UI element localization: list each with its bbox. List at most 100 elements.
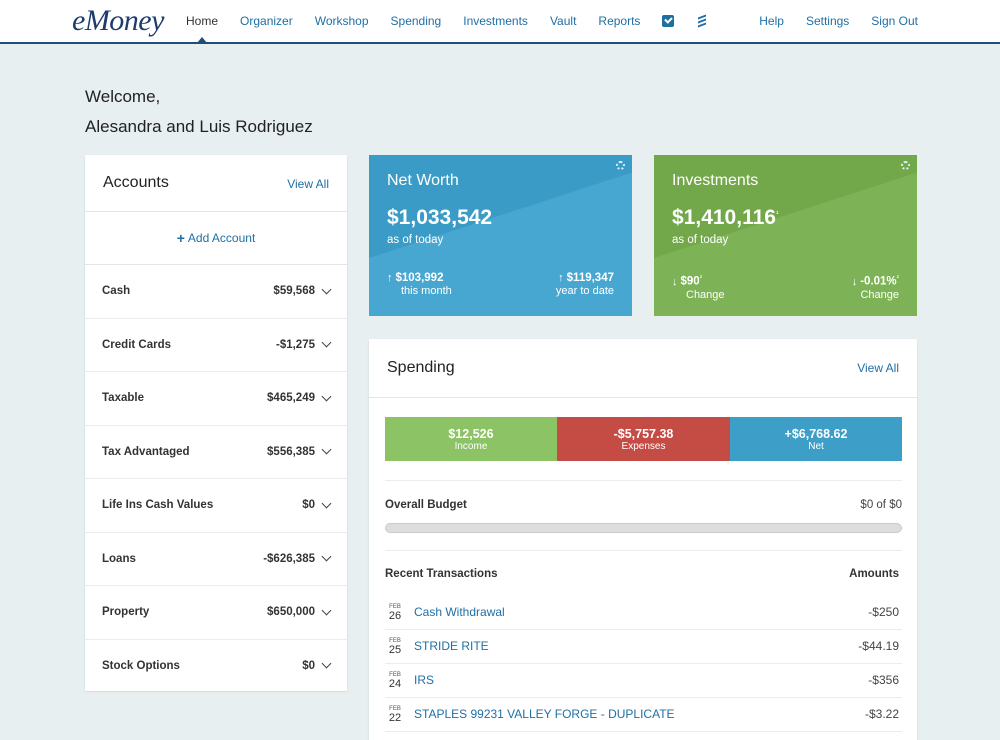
net-worth-title: Net Worth	[387, 172, 459, 189]
chevron-down-icon[interactable]	[321, 284, 332, 295]
overall-budget-label: Overall Budget	[385, 499, 467, 511]
percent-change-label: Change	[860, 288, 899, 301]
account-category-label: Tax Advantaged	[102, 445, 190, 458]
income-label: Income	[454, 440, 488, 452]
chevron-down-icon[interactable]	[321, 444, 332, 455]
account-row[interactable]: Tax Advantaged $556,385	[85, 426, 347, 479]
investments-dollar-change: ↓ $90² Change	[672, 272, 725, 302]
accounts-view-all-link[interactable]: View All	[287, 177, 329, 191]
account-row[interactable]: Taxable $465,249	[85, 372, 347, 426]
account-category-label: Property	[102, 606, 150, 619]
footnote-mark: ²	[896, 275, 899, 282]
account-category-label: Stock Options	[102, 659, 180, 672]
gear-icon[interactable]	[901, 161, 910, 170]
account-row[interactable]: Stock Options $0	[85, 640, 347, 693]
account-row[interactable]: Loans -$626,385	[85, 533, 347, 586]
transaction-name-link[interactable]: IRS	[414, 673, 435, 687]
ytd-change-value: $119,347	[566, 272, 614, 284]
arrow-up-icon: ↑	[387, 272, 393, 284]
account-category-label: Life Ins Cash Values	[102, 499, 214, 512]
accounts-card: Accounts View All + Add Account Cash $59,…	[85, 155, 347, 693]
investments-value-amount: $1,410,116	[672, 206, 776, 229]
utility-nav: Help Settings Sign Out	[737, 0, 918, 42]
net-worth-tile[interactable]: Net Worth $1,033,542 as of today ↑ $103,9…	[369, 155, 632, 316]
add-account-button[interactable]: + Add Account	[85, 212, 347, 265]
income-segment[interactable]: $12,526 Income	[385, 417, 557, 461]
transaction-name-link[interactable]: Cash Withdrawal	[414, 605, 505, 619]
nav-settings[interactable]: Settings	[805, 14, 850, 28]
nav-sign-out[interactable]: Sign Out	[871, 14, 918, 28]
welcome-greeting: Welcome,	[85, 87, 161, 106]
month-change-value: $103,992	[395, 272, 444, 284]
add-account-label: Add Account	[187, 231, 256, 245]
chevron-down-icon[interactable]	[321, 391, 332, 402]
transaction-month: FEB	[389, 706, 401, 712]
chevron-down-icon[interactable]	[321, 337, 332, 348]
account-category-amount: $465,249	[267, 392, 315, 405]
stack-icon[interactable]	[696, 14, 708, 28]
transaction-day: 24	[388, 678, 402, 690]
footnote-mark: ¹	[775, 209, 779, 218]
top-nav-bar: eMoney Home Organizer Workshop Spending …	[0, 0, 1000, 44]
net-worth-value: $1,033,542	[387, 206, 493, 229]
nav-spending[interactable]: Spending	[390, 14, 442, 28]
account-category-label: Taxable	[102, 392, 144, 405]
chevron-down-icon[interactable]	[321, 658, 332, 669]
account-category-label: Loans	[102, 552, 136, 565]
account-row[interactable]: Credit Cards -$1,275	[85, 319, 347, 372]
spending-view-all-link[interactable]: View All	[857, 361, 899, 375]
transaction-name-link[interactable]: STRIDE RITE	[414, 639, 489, 653]
account-category-amount: -$626,385	[263, 552, 315, 565]
nav-home[interactable]: Home	[186, 14, 219, 43]
account-category-amount: $650,000	[267, 606, 315, 619]
transaction-row: FEB 24 IRS -$356	[385, 664, 902, 698]
chevron-down-icon[interactable]	[321, 551, 332, 562]
transaction-month: FEB	[389, 604, 401, 610]
transaction-month: FEB	[389, 672, 401, 678]
net-segment[interactable]: +$6,768.62 Net	[730, 417, 902, 461]
footnote-mark: ²	[699, 275, 703, 282]
account-category-amount: $59,568	[273, 285, 315, 298]
transaction-day: 26	[388, 610, 402, 622]
nav-workshop[interactable]: Workshop	[314, 14, 369, 28]
spending-card: Spending View All $12,526 Income -$5,757…	[369, 339, 917, 740]
emoney-logo[interactable]: eMoney	[72, 4, 164, 37]
budget-progress-bar	[385, 523, 902, 533]
checkbox-icon[interactable]	[662, 15, 675, 27]
arrow-down-icon: ↓	[672, 275, 678, 288]
expenses-segment[interactable]: -$5,757.38 Expenses	[557, 417, 730, 461]
overall-budget-value: $0 of $0	[860, 499, 902, 511]
gear-icon[interactable]	[616, 161, 625, 170]
dollar-change-label: Change	[686, 288, 725, 301]
recent-transactions-title: Recent Transactions	[385, 568, 498, 580]
nav-help[interactable]: Help	[759, 14, 784, 28]
nav-organizer[interactable]: Organizer	[240, 14, 293, 28]
account-row[interactable]: Life Ins Cash Values $0	[85, 479, 347, 533]
account-row[interactable]: Property $650,000	[85, 586, 347, 640]
transaction-row: FEB 26 Cash Withdrawal -$250	[385, 596, 902, 630]
nav-vault[interactable]: Vault	[549, 14, 577, 28]
chevron-down-icon[interactable]	[321, 498, 332, 509]
chevron-down-icon[interactable]	[321, 605, 332, 616]
nav-investments[interactable]: Investments	[463, 14, 528, 28]
transaction-list: FEB 26 Cash Withdrawal -$250 FEB 25 STRIDE RIT…	[385, 596, 902, 732]
account-category-amount: $0	[302, 659, 315, 672]
income-value: $12,526	[448, 426, 494, 441]
transaction-amount: -$356	[868, 673, 899, 687]
expenses-value: -$5,757.38	[613, 426, 674, 441]
account-row[interactable]: Cash $59,568	[85, 265, 347, 319]
transaction-month: FEB	[389, 638, 401, 644]
investments-as-of: as of today	[672, 234, 729, 246]
accounts-title: Accounts	[103, 174, 169, 191]
overall-budget-row: Overall Budget $0 of $0	[385, 480, 902, 511]
transaction-row: FEB 22 STAPLES 99231 VALLEY FORGE - DUPLIC…	[385, 698, 902, 732]
welcome-heading: Welcome, Alesandra and Luis Rodriguez	[85, 82, 313, 142]
nav-reports[interactable]: Reports	[598, 14, 641, 28]
transaction-date: FEB 22	[388, 705, 402, 724]
investments-percent-change: ↓ -0.01%² Change	[852, 272, 899, 302]
transaction-day: 22	[388, 712, 402, 724]
accounts-header: Accounts View All	[85, 155, 347, 212]
transaction-name-link[interactable]: STAPLES 99231 VALLEY FORGE - DUPLICATE	[414, 707, 675, 721]
investments-tile[interactable]: Investments $1,410,116¹ as of today ↓ $90…	[654, 155, 917, 316]
transaction-amount: -$250	[868, 605, 899, 619]
